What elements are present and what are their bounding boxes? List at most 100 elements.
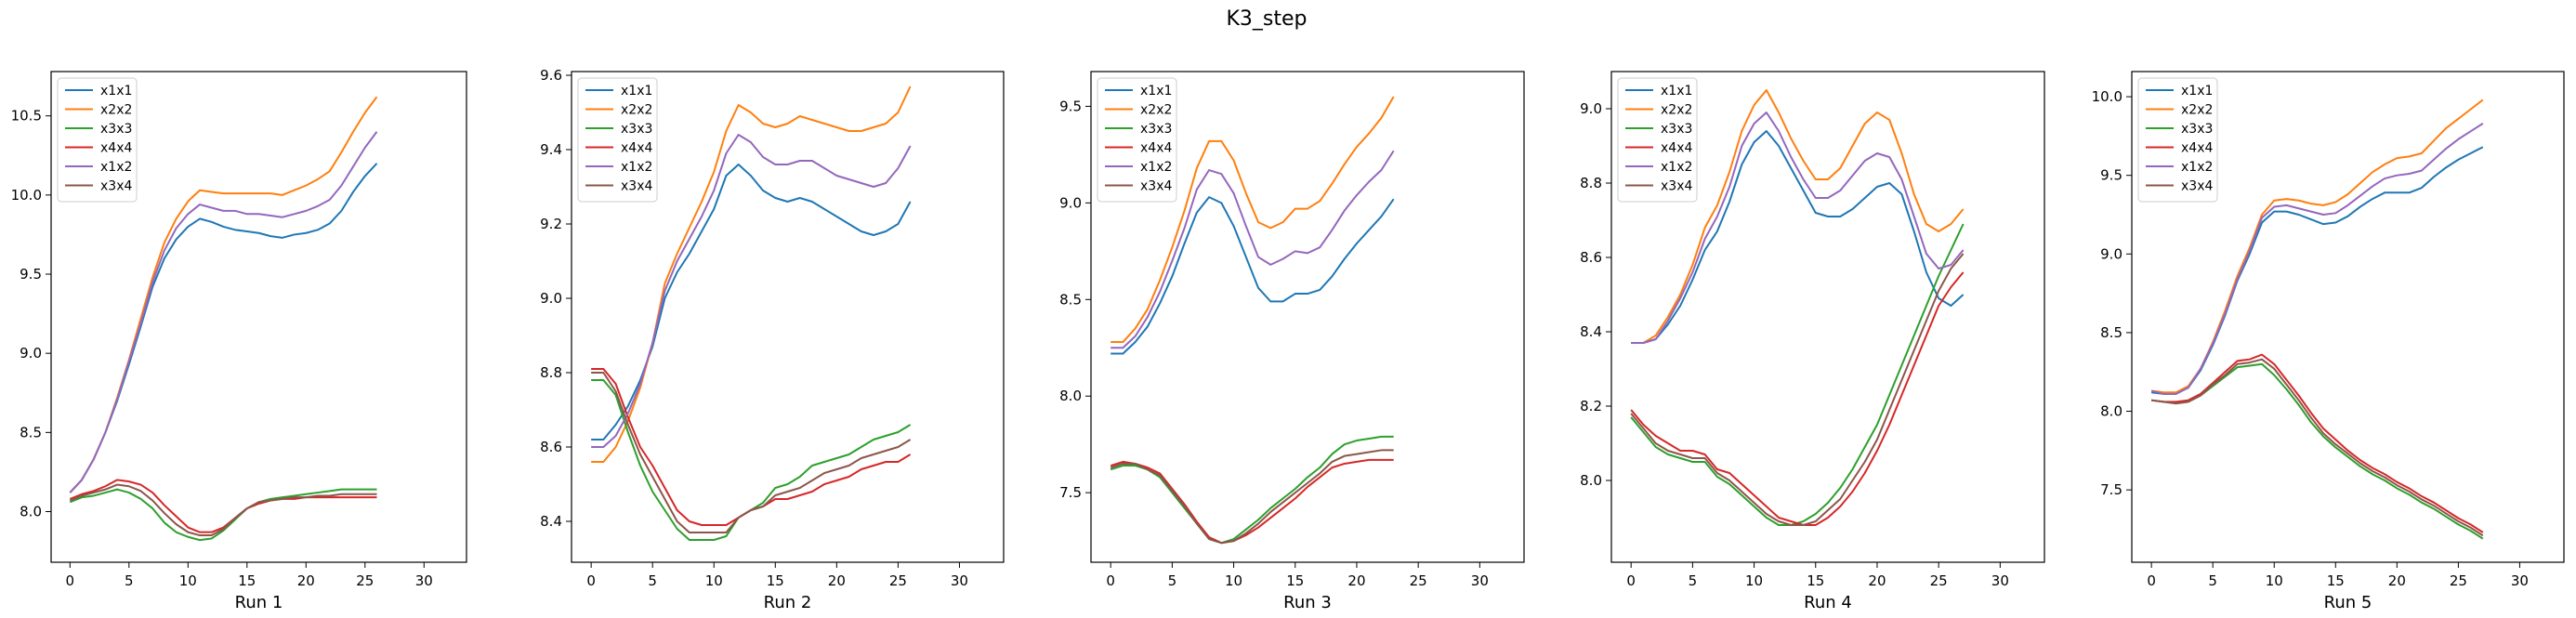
axes-frame: [1090, 71, 1525, 563]
series-line-x3x3: [69, 488, 377, 542]
x-tick-label: 25: [356, 572, 374, 589]
y-tick-label: 9.0: [1059, 194, 1082, 211]
series-line-x1x1: [1111, 196, 1395, 355]
y-tick-label: 8.8: [540, 364, 562, 381]
y-tick-label: 8.4: [540, 513, 562, 530]
legend-label-x4x4: x4x4: [1140, 141, 1172, 156]
series-line-x1x2: [1111, 150, 1395, 349]
x-tick-label: 10: [705, 572, 723, 589]
axes-frame: [1610, 71, 2045, 563]
series-line-x3x4: [69, 483, 377, 537]
series-line-x1x2: [69, 131, 378, 493]
x-axis-label: Run 2: [764, 593, 812, 612]
legend-label-x1x2: x1x2: [1140, 160, 1172, 175]
legend-label-x1x2: x1x2: [100, 160, 132, 175]
x-tick-label: 25: [2450, 572, 2467, 589]
x-tick-label: 0: [1106, 572, 1115, 589]
y-tick-label: 8.5: [1059, 291, 1082, 308]
legend: x1x1 x2x2 x3x3 x4x4 x1x2 x3x4: [1097, 77, 1177, 203]
y-tick-label: 9.5: [20, 266, 42, 283]
legend-label-x3x4: x3x4: [1140, 179, 1172, 194]
series-line-x4x4: [1110, 458, 1394, 545]
x-tick-label: 5: [2208, 572, 2217, 589]
x-axis-label: Run 4: [1804, 593, 1852, 612]
subplot-run-3: 0 5 10 15 20 25 30 7.5 8.0 8.5 9.0 9.5 Run 3 x1x1 x2x2…: [1059, 71, 1525, 612]
x-tick-label: 5: [1689, 572, 1698, 589]
series-lines: [1110, 96, 1395, 545]
legend-label-x1x1: x1x1: [1140, 84, 1172, 99]
y-tick-label: 10.0: [2092, 88, 2123, 105]
y-tick-label: 8.0: [2100, 403, 2123, 420]
y-tick-label: 7.5: [2100, 481, 2123, 498]
legend: x1x1 x2x2 x3x3 x4x4 x1x2 x3x4: [57, 77, 138, 203]
legend-label-x2x2: x2x2: [2181, 103, 2213, 118]
legend-label-x3x4: x3x4: [1661, 179, 1692, 194]
series-line-x1x1: [1631, 130, 1965, 344]
x-tick-label: 30: [951, 572, 968, 589]
y-tick-label: 9.4: [540, 141, 562, 158]
x-axis-label: Run 3: [1283, 593, 1332, 612]
legend-label-x2x2: x2x2: [621, 103, 652, 118]
x-tick-label: 20: [1347, 572, 1365, 589]
y-tick-label: 10.5: [11, 108, 42, 125]
legend-label-x1x1: x1x1: [621, 84, 652, 99]
x-tick-label: 0: [1626, 572, 1636, 589]
series-line-x1x1: [69, 163, 378, 493]
legend-label-x3x3: x3x3: [100, 122, 132, 137]
x-tick-label: 10: [1225, 572, 1242, 589]
series-lines: [2150, 99, 2484, 540]
series-line-x4x4: [69, 479, 377, 533]
legend-label-x1x2: x1x2: [1661, 160, 1692, 175]
x-tick-label: 30: [2511, 572, 2529, 589]
series-line-x3x4: [2151, 358, 2484, 537]
legend-label-x2x2: x2x2: [100, 103, 132, 118]
legend-label-x4x4: x4x4: [1661, 141, 1692, 156]
y-tick-label: 8.0: [1580, 472, 1602, 489]
x-tick-label: 10: [1745, 572, 1763, 589]
series-line-x1x1: [591, 164, 912, 440]
x-tick-label: 20: [2388, 572, 2406, 589]
series-line-x1x2: [2150, 123, 2484, 395]
legend-label-x4x4: x4x4: [621, 141, 652, 156]
x-tick-label: 5: [648, 572, 657, 589]
x-tick-label: 20: [297, 572, 315, 589]
legend-label-x1x1: x1x1: [2181, 84, 2213, 99]
y-tick-label: 8.6: [1580, 249, 1602, 266]
x-tick-label: 30: [1991, 572, 2009, 589]
x-tick-label: 15: [2327, 572, 2345, 589]
y-tick-label: 8.0: [1059, 388, 1082, 404]
series-line-x2x2: [1631, 89, 1965, 344]
x-axis-label: Run 1: [235, 593, 283, 612]
x-tick-label: 15: [767, 572, 784, 589]
legend-label-x3x3: x3x3: [1661, 122, 1692, 137]
subplot-run-2: 0 5 10 15 20 25 30 8.4 8.6 8.8 9.0 9.2 9.4 9.6 Run 2 x1…: [540, 67, 1005, 612]
x-tick-label: 0: [66, 572, 75, 589]
series-line-x3x3: [1110, 435, 1394, 545]
x-tick-label: 5: [125, 572, 134, 589]
x-tick-label: 20: [1868, 572, 1886, 589]
legend: x1x1 x2x2 x3x3 x4x4 x1x2 x3x4: [2137, 77, 2218, 203]
y-tick-label: 8.8: [1580, 175, 1602, 191]
x-tick-label: 10: [179, 572, 197, 589]
x-tick-label: 25: [1930, 572, 1948, 589]
series-line-x3x4: [1110, 449, 1394, 545]
series-line-x4x4: [1630, 271, 1965, 526]
axes-frame: [2131, 71, 2565, 563]
series-line-x3x3: [2151, 362, 2484, 540]
y-tick-label: 9.0: [20, 345, 42, 362]
y-tick-label: 9.0: [2100, 245, 2123, 262]
figure-title: K3_step: [1226, 7, 1307, 31]
series-line-x1x2: [1631, 112, 1965, 344]
series-lines: [69, 96, 378, 542]
legend-label-x1x1: x1x1: [100, 84, 132, 99]
y-tick-label: 8.5: [20, 424, 42, 440]
legend: x1x1 x2x2 x3x3 x4x4 x1x2 x3x4: [1617, 77, 1698, 203]
legend-label-x4x4: x4x4: [2181, 141, 2213, 156]
subplot-run-1: 0 5 10 15 20 25 30 8.0 8.5 9.0 9.5 10.0 10.5 Run 1 x1x…: [11, 71, 467, 612]
series-line-x1x2: [591, 134, 912, 448]
x-tick-label: 10: [2266, 572, 2283, 589]
y-tick-label: 8.0: [20, 503, 42, 519]
legend: x1x1 x2x2 x3x3 x4x4 x1x2 x3x4: [577, 77, 658, 203]
x-tick-label: 15: [1807, 572, 1824, 589]
